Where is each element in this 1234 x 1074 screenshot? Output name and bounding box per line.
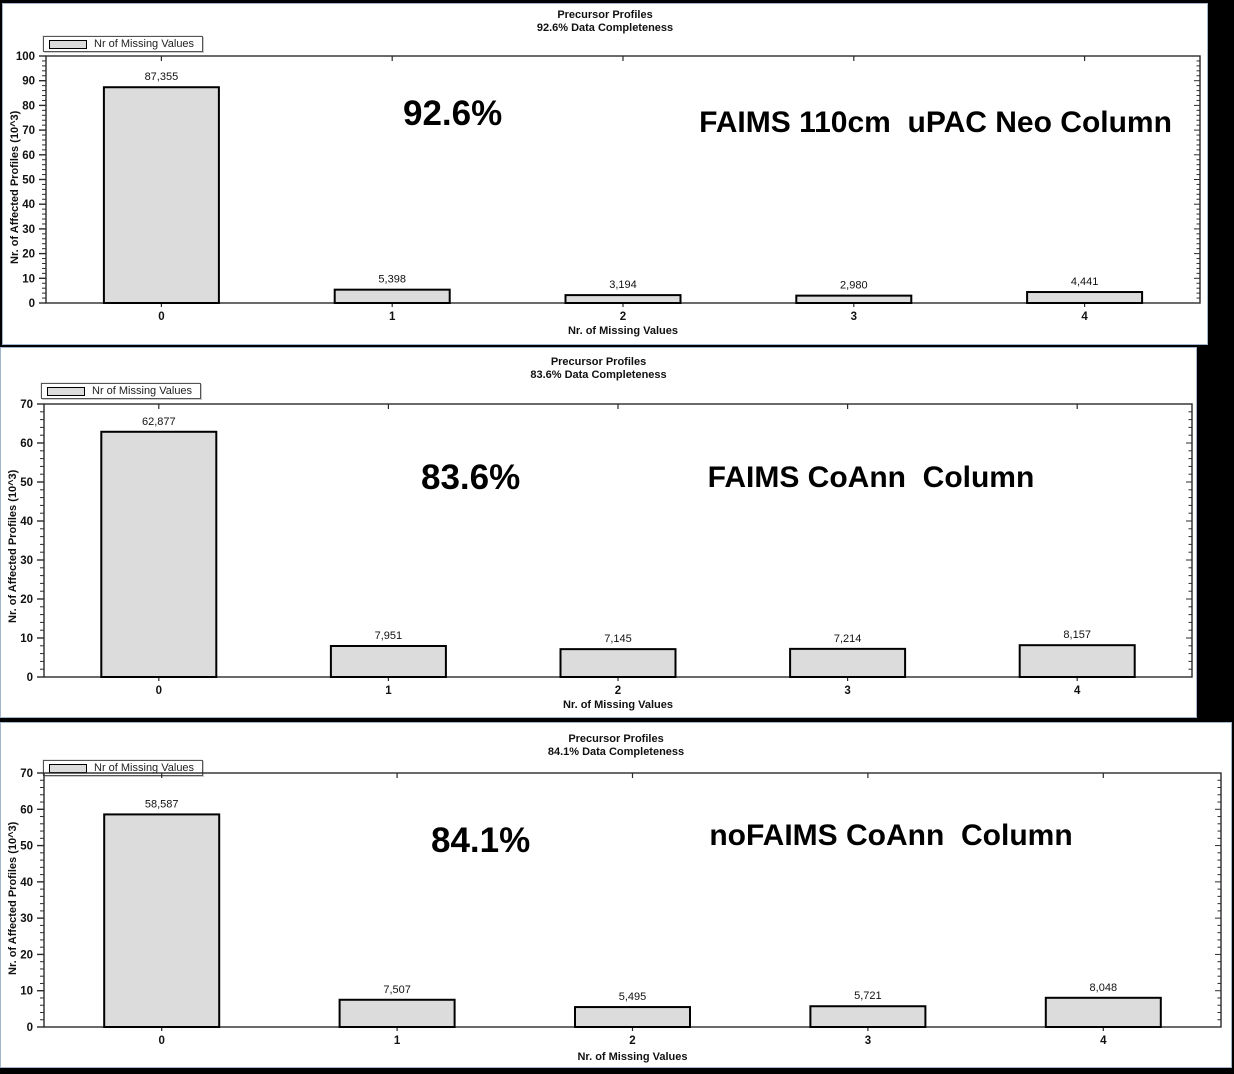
svg-text:80: 80	[22, 100, 35, 112]
legend-bar-swatch-icon	[49, 763, 87, 773]
svg-text:4,441: 4,441	[1071, 276, 1099, 288]
svg-text:40: 40	[20, 877, 33, 889]
svg-text:2,980: 2,980	[840, 280, 868, 292]
svg-text:100: 100	[16, 51, 35, 63]
svg-text:70: 70	[20, 768, 33, 780]
chart-subtitle: 92.6% Data Completeness	[536, 22, 674, 34]
svg-text:60: 60	[20, 804, 33, 816]
bar-plot: 0 10 20 30 40 50 60 70 80 90 100 87,355 0 5,398 1 3,194…	[3, 4, 1209, 351]
y-axis-title: Nr. of Affected Profiles (10^3)	[7, 821, 19, 975]
svg-text:8,157: 8,157	[1063, 629, 1091, 641]
chart-panel-faims-upac: Precursor Profiles 92.6% Data Completene…	[2, 3, 1208, 345]
svg-text:1: 1	[394, 1035, 401, 1047]
svg-text:70: 70	[20, 399, 33, 411]
annotation-percent: 83.6%	[421, 458, 521, 497]
svg-text:5,721: 5,721	[854, 990, 882, 1002]
svg-text:20: 20	[22, 249, 35, 261]
svg-text:10: 10	[20, 986, 33, 998]
svg-text:30: 30	[20, 913, 33, 925]
svg-text:50: 50	[20, 477, 33, 489]
svg-text:1: 1	[389, 311, 396, 323]
chart-title: Precursor Profiles	[568, 733, 664, 745]
svg-text:3: 3	[844, 685, 850, 697]
legend-label: Nr of Missing Values	[94, 38, 195, 50]
legend: Nr of Missing Values	[41, 383, 202, 399]
svg-text:0: 0	[158, 311, 164, 323]
svg-text:40: 40	[20, 516, 33, 528]
annotation-percent: 92.6%	[403, 94, 503, 133]
legend-bar-swatch-icon	[47, 386, 85, 396]
annotation-column-name: FAIMS 110cm uPAC Neo Column	[699, 106, 1172, 139]
svg-text:4: 4	[1100, 1035, 1107, 1047]
svg-text:5,398: 5,398	[378, 274, 406, 286]
svg-text:0: 0	[27, 672, 33, 684]
legend-label: Nr of Missing Values	[92, 385, 193, 397]
svg-text:20: 20	[20, 594, 33, 606]
svg-text:70: 70	[22, 125, 35, 137]
bar-plot: 0 10 20 30 40 50 60 70 62,877 0 7,951 1 7,145 2 7,214 3…	[1, 348, 1198, 724]
svg-text:20: 20	[20, 949, 33, 961]
svg-text:7,145: 7,145	[604, 633, 632, 645]
legend-label: Nr of Missing Values	[94, 762, 195, 774]
x-axis-title: Nr. of Missing Values	[562, 699, 674, 711]
svg-text:2: 2	[620, 311, 626, 323]
chart-panel-nofaims-coann: Precursor Profiles 84.1% Data Completene…	[0, 722, 1232, 1068]
svg-text:2: 2	[615, 685, 621, 697]
svg-text:3: 3	[851, 311, 857, 323]
chart-title: Precursor Profiles	[557, 9, 653, 21]
x-axis-title: Nr. of Missing Values	[577, 1051, 688, 1063]
svg-text:58,587: 58,587	[145, 798, 179, 810]
svg-text:5,495: 5,495	[619, 991, 647, 1003]
y-axis-title: Nr. of Affected Profiles (10^3)	[7, 469, 19, 623]
chart-title: Precursor Profiles	[550, 356, 647, 368]
svg-text:3,194: 3,194	[609, 279, 637, 291]
svg-text:1: 1	[385, 685, 392, 697]
svg-text:0: 0	[27, 1022, 33, 1034]
legend: Nr of Missing Values	[43, 36, 204, 52]
svg-text:50: 50	[20, 841, 33, 853]
chart-subtitle: 84.1% Data Completeness	[547, 746, 685, 758]
legend: Nr of Missing Values	[43, 760, 204, 776]
svg-text:3: 3	[865, 1035, 871, 1047]
svg-text:4: 4	[1074, 685, 1081, 697]
annotation-percent: 84.1%	[431, 821, 531, 860]
svg-text:8,048: 8,048	[1090, 982, 1118, 994]
svg-text:50: 50	[22, 175, 35, 187]
legend-bar-swatch-icon	[49, 39, 87, 49]
svg-text:0: 0	[156, 685, 162, 697]
svg-text:0: 0	[29, 298, 35, 310]
svg-text:40: 40	[22, 199, 35, 211]
x-axis-title: Nr. of Missing Values	[567, 325, 679, 337]
svg-text:2: 2	[629, 1035, 635, 1047]
chart-panel-faims-coann: Precursor Profiles 83.6% Data Completene…	[0, 347, 1197, 718]
svg-text:60: 60	[22, 150, 35, 162]
svg-text:7,507: 7,507	[383, 984, 411, 996]
svg-text:4: 4	[1081, 311, 1088, 323]
svg-text:7,951: 7,951	[375, 630, 403, 642]
annotation-column-name: noFAIMS CoAnn Column	[709, 819, 1073, 852]
chart-subtitle: 83.6% Data Completeness	[530, 369, 667, 381]
svg-text:10: 10	[22, 273, 35, 285]
svg-text:62,877: 62,877	[142, 416, 176, 428]
svg-text:7,214: 7,214	[834, 633, 862, 645]
svg-text:87,355: 87,355	[145, 71, 179, 83]
svg-text:90: 90	[22, 76, 35, 88]
y-axis-title: Nr. of Affected Profiles (10^3)	[9, 110, 21, 264]
annotation-column-name: FAIMS CoAnn Column	[707, 461, 1035, 494]
svg-text:0: 0	[158, 1035, 164, 1047]
svg-text:30: 30	[20, 555, 33, 567]
svg-text:60: 60	[20, 438, 33, 450]
svg-text:10: 10	[20, 633, 33, 645]
svg-text:30: 30	[22, 224, 35, 236]
bar-plot: 0 10 20 30 40 50 60 70 58,587 0 7,507 1 5,495 2 5,721 3…	[1, 723, 1233, 1074]
